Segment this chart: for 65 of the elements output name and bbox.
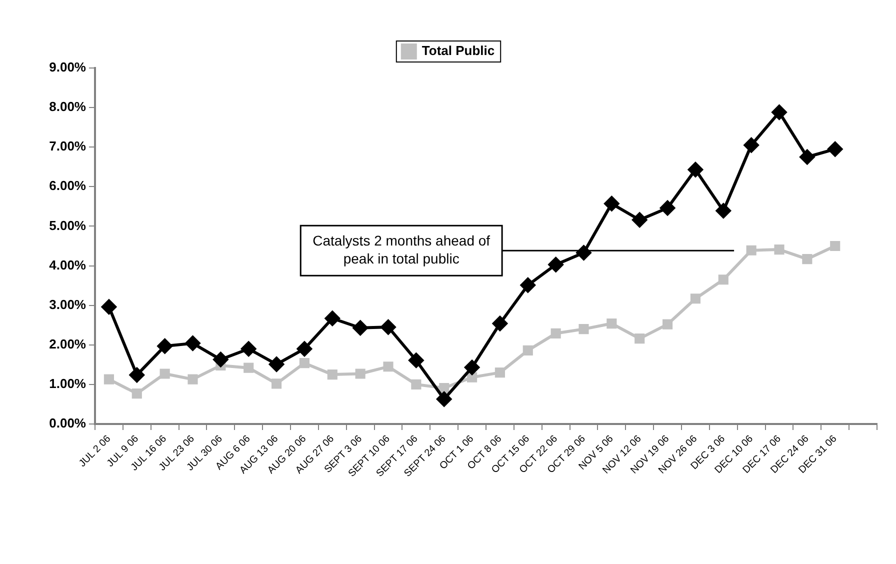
y-tick-label: 8.00% — [49, 99, 86, 114]
point — [383, 362, 394, 372]
point — [296, 341, 312, 356]
point — [101, 299, 116, 314]
point — [327, 370, 338, 380]
point — [436, 392, 452, 407]
point — [690, 294, 700, 304]
legend-label: Total Public — [422, 43, 495, 58]
point — [241, 341, 256, 356]
point — [160, 368, 170, 379]
y-tick-label: 7.00% — [49, 138, 86, 154]
y-tick-label: 5.00% — [49, 218, 86, 233]
point — [352, 320, 368, 336]
point — [634, 334, 645, 344]
point — [716, 203, 731, 218]
point — [744, 138, 759, 153]
point — [132, 388, 142, 399]
point — [746, 245, 756, 256]
point — [548, 257, 564, 272]
point — [324, 310, 340, 326]
point — [355, 368, 366, 379]
point — [185, 336, 200, 351]
point — [632, 212, 648, 228]
point — [774, 244, 784, 255]
point — [104, 374, 114, 384]
point — [272, 378, 282, 389]
point — [408, 352, 424, 368]
point — [576, 245, 592, 260]
point — [492, 316, 508, 332]
point — [688, 162, 703, 178]
point — [411, 379, 422, 390]
point — [269, 356, 284, 372]
point — [662, 319, 673, 330]
point — [718, 274, 728, 285]
y-tick-label: 9.00% — [49, 60, 86, 75]
point — [802, 254, 812, 264]
y-tick-label: 4.00% — [49, 257, 86, 272]
y-tick-label: 3.00% — [49, 296, 86, 312]
point — [464, 360, 480, 375]
y-tick-label: 0.00% — [49, 416, 86, 431]
y-tick-label: 1.00% — [49, 376, 86, 392]
point — [830, 240, 840, 252]
point — [604, 196, 620, 212]
y-tick-label: 2.00% — [49, 336, 86, 352]
point — [299, 358, 310, 368]
point — [520, 278, 536, 293]
point — [188, 374, 198, 384]
point — [828, 142, 843, 157]
point — [129, 367, 144, 382]
point — [578, 324, 589, 334]
point — [772, 104, 787, 120]
point — [467, 372, 478, 382]
point — [660, 200, 676, 216]
point — [800, 150, 815, 164]
point — [213, 352, 228, 368]
point — [157, 338, 172, 354]
point — [380, 320, 396, 335]
point — [244, 362, 254, 373]
point — [522, 345, 533, 356]
point — [606, 318, 617, 329]
point — [439, 382, 450, 394]
point — [550, 328, 561, 338]
annotation: Catalysts 2 months ahead of peak in total public — [312, 232, 490, 266]
y-tick-label: 6.00% — [49, 178, 86, 194]
point — [494, 368, 505, 378]
